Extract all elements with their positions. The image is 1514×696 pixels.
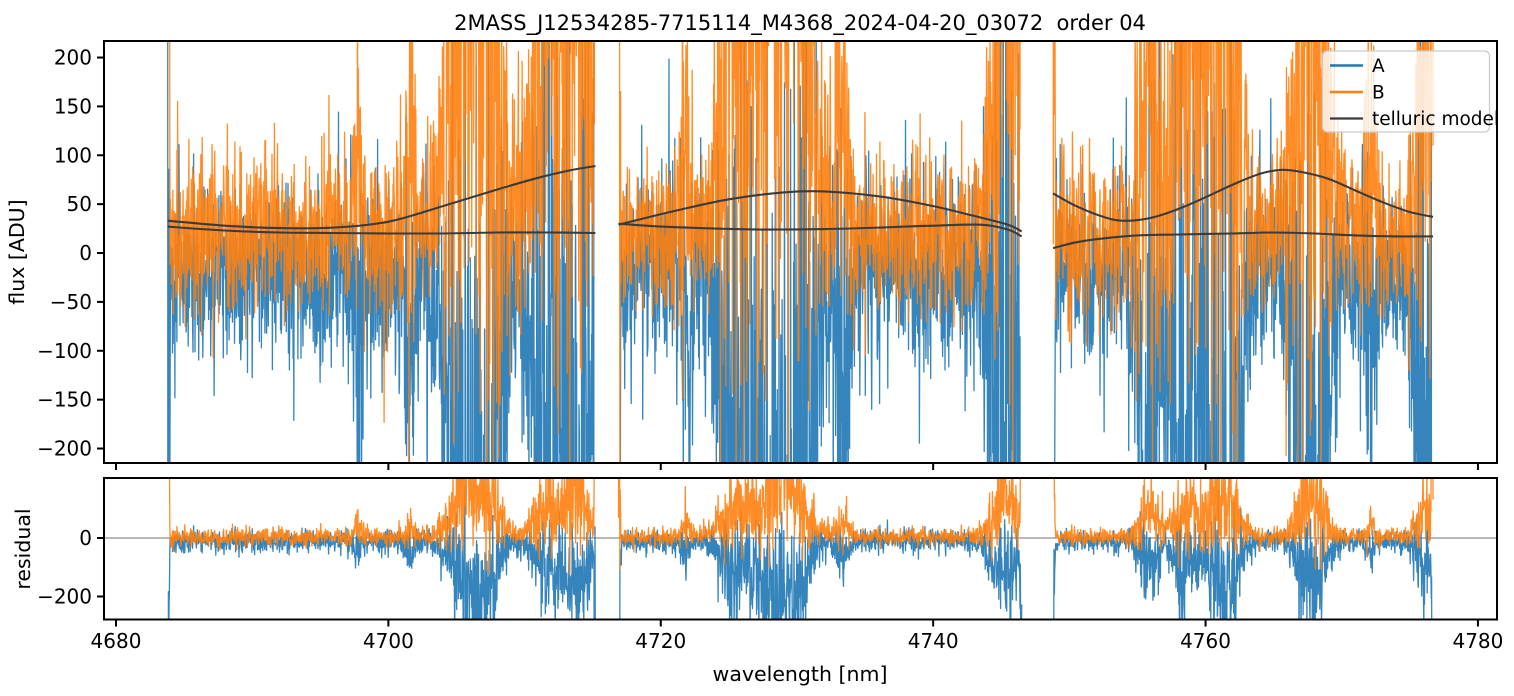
plot-content: 4680 4700 4720 4740 4760 4780 200 150 100 50 0 −50 −… xyxy=(37,40,1503,653)
telluric-model-segment-1-upper xyxy=(167,164,596,230)
y-tick-label-flux-200: 200 xyxy=(54,46,92,70)
legend-label-telluric-model: telluric model xyxy=(1372,109,1499,130)
legend: A B telluric model xyxy=(1321,50,1499,133)
x-tick-label-4680: 4680 xyxy=(91,629,142,653)
flux-panel-frame xyxy=(103,40,1498,464)
legend-label-A: A xyxy=(1372,56,1385,77)
legend-label-B: B xyxy=(1372,83,1385,104)
y-tick-label-flux--200: −200 xyxy=(37,437,92,461)
x-tick-label-4740: 4740 xyxy=(908,629,959,653)
y-tick-label-flux-100: 100 xyxy=(54,143,92,167)
y-tick-label-flux--100: −100 xyxy=(37,339,92,363)
x-tick-label-4760: 4760 xyxy=(1180,629,1231,653)
residual-panel-frame xyxy=(103,477,1498,621)
telluric-model-segment-3-upper xyxy=(1052,168,1434,222)
y-tick-label-flux-50: 50 xyxy=(67,192,92,216)
telluric-model-segment-2-lower xyxy=(618,222,1023,238)
y-tick-label-flux--50: −50 xyxy=(50,290,92,314)
y-tick-label-flux--150: −150 xyxy=(37,388,92,412)
x-tick-label-4780: 4780 xyxy=(1452,629,1503,653)
y-tick-label-flux-150: 150 xyxy=(54,94,92,118)
telluric-model-segment-2-upper xyxy=(618,190,1023,233)
legend-box xyxy=(1321,50,1491,133)
series-B-residual xyxy=(168,478,1434,575)
y-tick-label-residual--200: −200 xyxy=(37,585,92,609)
telluric-model-segment-3-lower xyxy=(1052,231,1434,250)
y-axis-label-residual: residual xyxy=(11,508,35,589)
telluric-model-segment-1-lower xyxy=(167,225,596,235)
x-axis-label: wavelength [nm] xyxy=(713,662,888,686)
chart-title: 2MASS_J12534285-7715114_M4368_2024-04-20… xyxy=(454,11,1146,36)
x-tick-label-4720: 4720 xyxy=(635,629,686,653)
y-axis-label-flux: flux [ADU] xyxy=(5,199,29,304)
x-tick-label-4700: 4700 xyxy=(363,629,414,653)
series-B-flux xyxy=(169,41,1434,463)
y-tick-label-flux-0: 0 xyxy=(79,241,92,265)
y-tick-label-residual-0: 0 xyxy=(79,526,92,550)
